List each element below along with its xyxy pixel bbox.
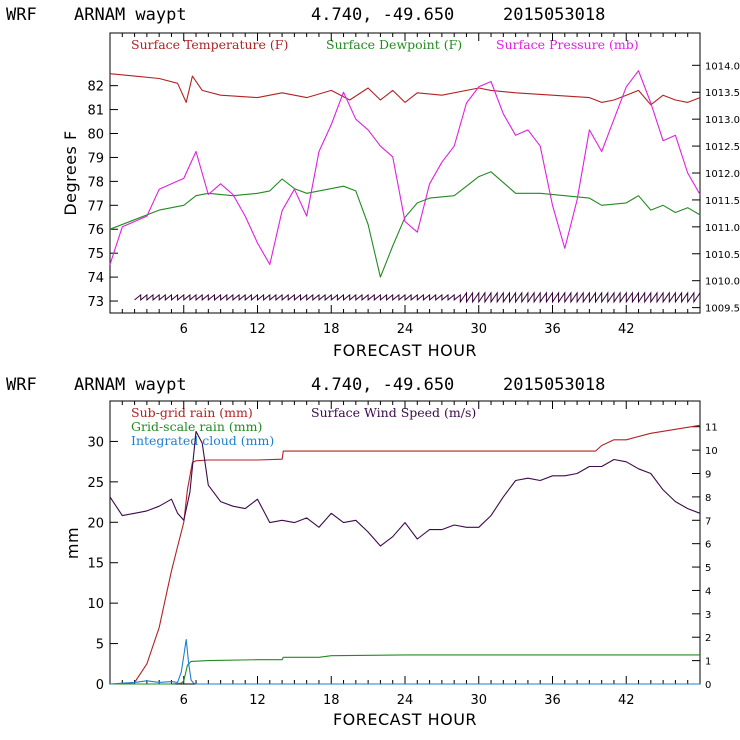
tick-marks <box>110 33 700 313</box>
x-tick-label: 12 <box>249 322 266 337</box>
y2-tick-label: 1010.0 <box>705 277 740 288</box>
y2-tick-label: 1014.0 <box>705 61 740 72</box>
y2-tick-label: 5 <box>705 563 711 574</box>
y-axis-label-2: mm <box>63 527 82 559</box>
series-surface-wind-speed <box>109 430 701 547</box>
y2-tick-label: 10 <box>705 446 718 457</box>
x-tick-label: 6 <box>180 693 188 708</box>
legend-pressure: Surface Pressure (mb) <box>496 37 639 52</box>
series-surface-pressure <box>109 70 701 266</box>
y-tick-labels: 73 74 75 76 77 78 79 80 81 82 <box>87 80 104 310</box>
series-lines-2 <box>109 424 701 685</box>
legend-integrated-cloud: Integrated cloud (mm) <box>131 433 274 448</box>
y2-tick-label: 1012.5 <box>705 142 740 153</box>
x-tick-label: 36 <box>544 693 561 708</box>
legend-gridscale-rain: Grid-scale rain (mm) <box>131 419 262 434</box>
x-axis-label-2: FORECAST HOUR <box>333 710 477 729</box>
header-coords: 4.740, -49.650 <box>311 5 454 25</box>
y2-tick-label: 1013.5 <box>705 88 740 99</box>
y-tick-label: 79 <box>87 151 104 166</box>
y-tick-label: 30 <box>87 435 104 450</box>
y-axis-label: Degrees F <box>61 130 80 215</box>
y-tick-label: 80 <box>87 128 104 143</box>
y2-tick-label: 1009.5 <box>705 304 740 315</box>
x-axis-label: FORECAST HOUR <box>333 341 477 360</box>
precipitation-panel: WRF ARNAM waypt 4.740, -49.650 201505301… <box>6 375 718 729</box>
series-lines <box>109 70 701 304</box>
y-tick-label: 76 <box>87 223 104 238</box>
header-model-2: WRF <box>6 375 37 395</box>
y2-tick-label: 2 <box>705 633 711 644</box>
y2-tick-label: 1010.5 <box>705 250 740 261</box>
header-date-2: 2015053018 <box>503 375 605 395</box>
x-tick-label: 30 <box>470 322 487 337</box>
series-integrated-cloud <box>109 638 700 685</box>
series-sub-grid-rain <box>110 424 701 685</box>
y2-tick-labels-2: 0 1 2 3 4 5 6 7 8 9 10 11 <box>705 423 718 691</box>
x-tick-label: 18 <box>323 693 340 708</box>
y2-tick-label: 1013.0 <box>705 115 740 126</box>
y2-tick-label: 1012.0 <box>705 169 740 180</box>
header-coords-2: 4.740, -49.650 <box>311 375 454 395</box>
y2-tick-label: 4 <box>705 586 711 597</box>
y-tick-label: 77 <box>87 199 104 214</box>
series-grid-scale-rain <box>110 654 700 685</box>
series-wind-barbs <box>134 291 701 304</box>
x-tick-labels-2: 6 12 18 24 30 36 42 <box>180 693 635 708</box>
y-tick-label: 75 <box>87 247 104 262</box>
y2-tick-label: 0 <box>705 680 711 691</box>
y2-tick-label: 1 <box>705 657 711 668</box>
y2-tick-label: 6 <box>705 540 711 551</box>
y-tick-label: 81 <box>87 104 104 119</box>
x-tick-label: 6 <box>180 322 188 337</box>
x-tick-label: 12 <box>249 693 266 708</box>
series-surface-dewpoint <box>109 171 701 278</box>
plot-frame <box>109 32 701 314</box>
y-tick-label: 0 <box>96 678 104 693</box>
x-tick-label: 24 <box>397 322 414 337</box>
y-tick-label: 25 <box>87 476 104 491</box>
y2-tick-label: 8 <box>705 493 711 504</box>
y2-tick-label: 9 <box>705 470 711 481</box>
y-tick-label: 20 <box>87 516 104 531</box>
legend-subgrid-rain: Sub-grid rain (mm) <box>131 405 253 420</box>
y-tick-label: 78 <box>87 175 104 190</box>
header-date: 2015053018 <box>503 5 605 25</box>
y2-tick-labels: 1009.5 1010.0 1010.5 1011.0 1011.5 1012.0 1012… <box>705 61 740 314</box>
header-model: WRF <box>6 5 37 25</box>
y-tick-label: 74 <box>87 271 104 286</box>
y2-tick-label: 1011.5 <box>705 196 740 207</box>
y2-tick-label: 1011.0 <box>705 223 740 234</box>
y-tick-label: 5 <box>96 638 104 653</box>
y2-tick-label: 3 <box>705 610 711 621</box>
x-tick-label: 18 <box>323 322 340 337</box>
header-site-2: ARNAM waypt <box>74 375 187 395</box>
y-tick-label: 15 <box>87 557 104 572</box>
x-tick-label: 24 <box>397 693 414 708</box>
y2-tick-label: 11 <box>705 423 718 434</box>
legend-wind-speed: Surface Wind Speed (m/s) <box>311 405 476 420</box>
y-tick-label: 73 <box>87 295 104 310</box>
y2-tick-label: 7 <box>705 516 711 527</box>
header-site: ARNAM waypt <box>74 5 187 25</box>
y-tick-label: 82 <box>87 80 104 95</box>
y-tick-labels-2: 0 5 10 15 20 25 30 <box>87 435 104 693</box>
legend-dewpoint: Surface Dewpoint (F) <box>326 37 462 52</box>
x-tick-labels: 6 12 18 24 30 36 42 <box>180 322 635 337</box>
x-tick-label: 42 <box>618 693 635 708</box>
temperature-panel: WRF ARNAM waypt 4.740, -49.650 201505301… <box>6 5 740 360</box>
x-tick-label: 30 <box>470 693 487 708</box>
legend-temperature: Surface Temperature (F) <box>131 37 288 52</box>
y-tick-label: 10 <box>87 597 104 612</box>
series-surface-temperature <box>109 73 701 106</box>
x-tick-label: 36 <box>544 322 561 337</box>
x-tick-label: 42 <box>618 322 635 337</box>
